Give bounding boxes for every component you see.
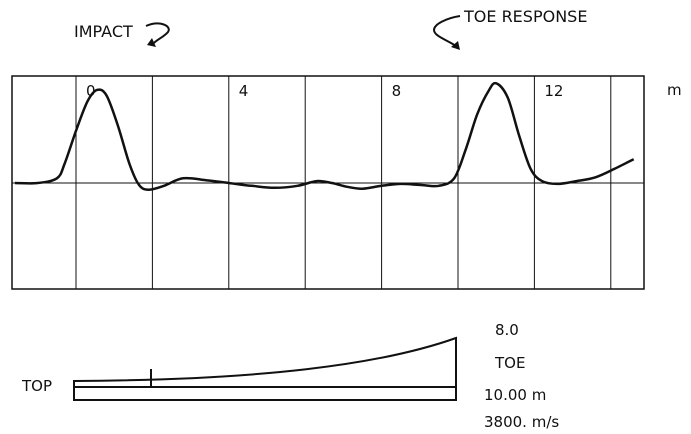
pile-toe-label: TOE: [494, 354, 525, 372]
x-tick-label: 12: [544, 82, 563, 100]
velocity-trace: [14, 81, 635, 191]
plot-area: [11, 75, 645, 290]
toe-response-label: TOE RESPONSE: [463, 7, 587, 26]
x-unit-label: m: [667, 81, 682, 99]
x-tick-label: 4: [239, 82, 249, 100]
pile-body: [73, 386, 457, 401]
pile-length: 10.00 m: [484, 386, 546, 404]
toe-response-arrowhead-icon: [451, 41, 460, 50]
impact-arrowhead-icon: [147, 38, 156, 47]
impact-label: IMPACT: [74, 22, 133, 41]
pile-wave-speed: 3800. m/s: [484, 413, 559, 431]
impact-arrow-icon: [145, 22, 170, 45]
x-tick-label: 8: [392, 82, 402, 100]
pile-profile: TOP 8.0 TOE 10.00 m 3800. m/s: [21, 321, 559, 431]
x-tick-labels: 0 4 8 12: [86, 82, 563, 100]
toe-response-arrow-icon: [432, 15, 461, 47]
pile-profile-curve: [73, 336, 457, 388]
x-tick-label: 0: [86, 82, 96, 100]
pile-top-label: TOP: [21, 377, 52, 395]
pile-top-value: 8.0: [495, 321, 519, 339]
